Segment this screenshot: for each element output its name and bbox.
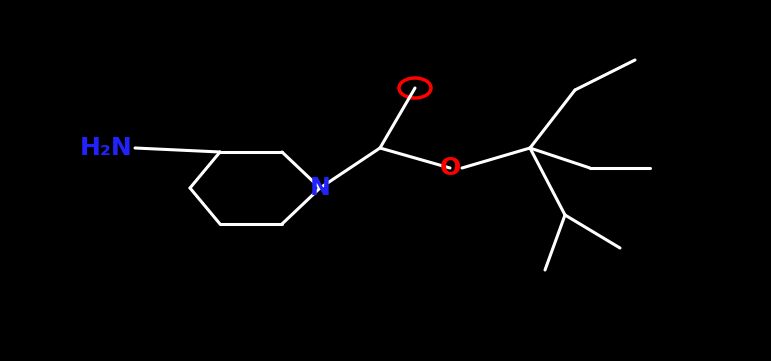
Text: N: N	[310, 176, 331, 200]
Text: H₂N: H₂N	[80, 136, 133, 160]
Text: O: O	[439, 156, 460, 180]
